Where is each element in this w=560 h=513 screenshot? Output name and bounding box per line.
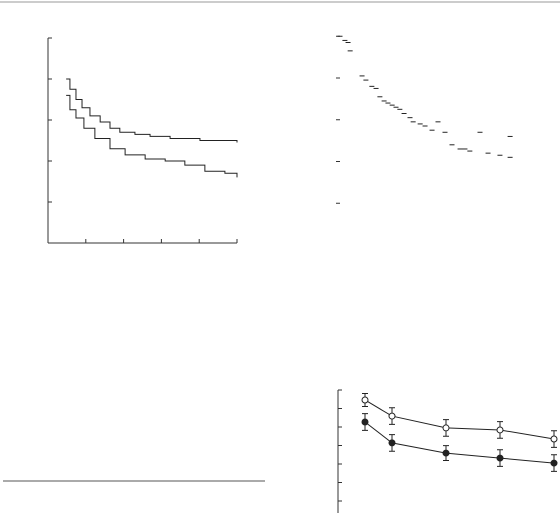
marker — [361, 418, 369, 426]
series-line — [66, 78, 238, 143]
marker — [496, 454, 504, 462]
series-line — [364, 399, 555, 440]
marker — [550, 459, 558, 467]
marker — [550, 435, 558, 443]
marker — [442, 424, 450, 432]
series-line — [66, 94, 238, 178]
marker — [388, 412, 396, 420]
marker — [496, 426, 504, 434]
marker — [442, 449, 450, 457]
marker — [388, 439, 396, 447]
marker — [361, 396, 369, 404]
